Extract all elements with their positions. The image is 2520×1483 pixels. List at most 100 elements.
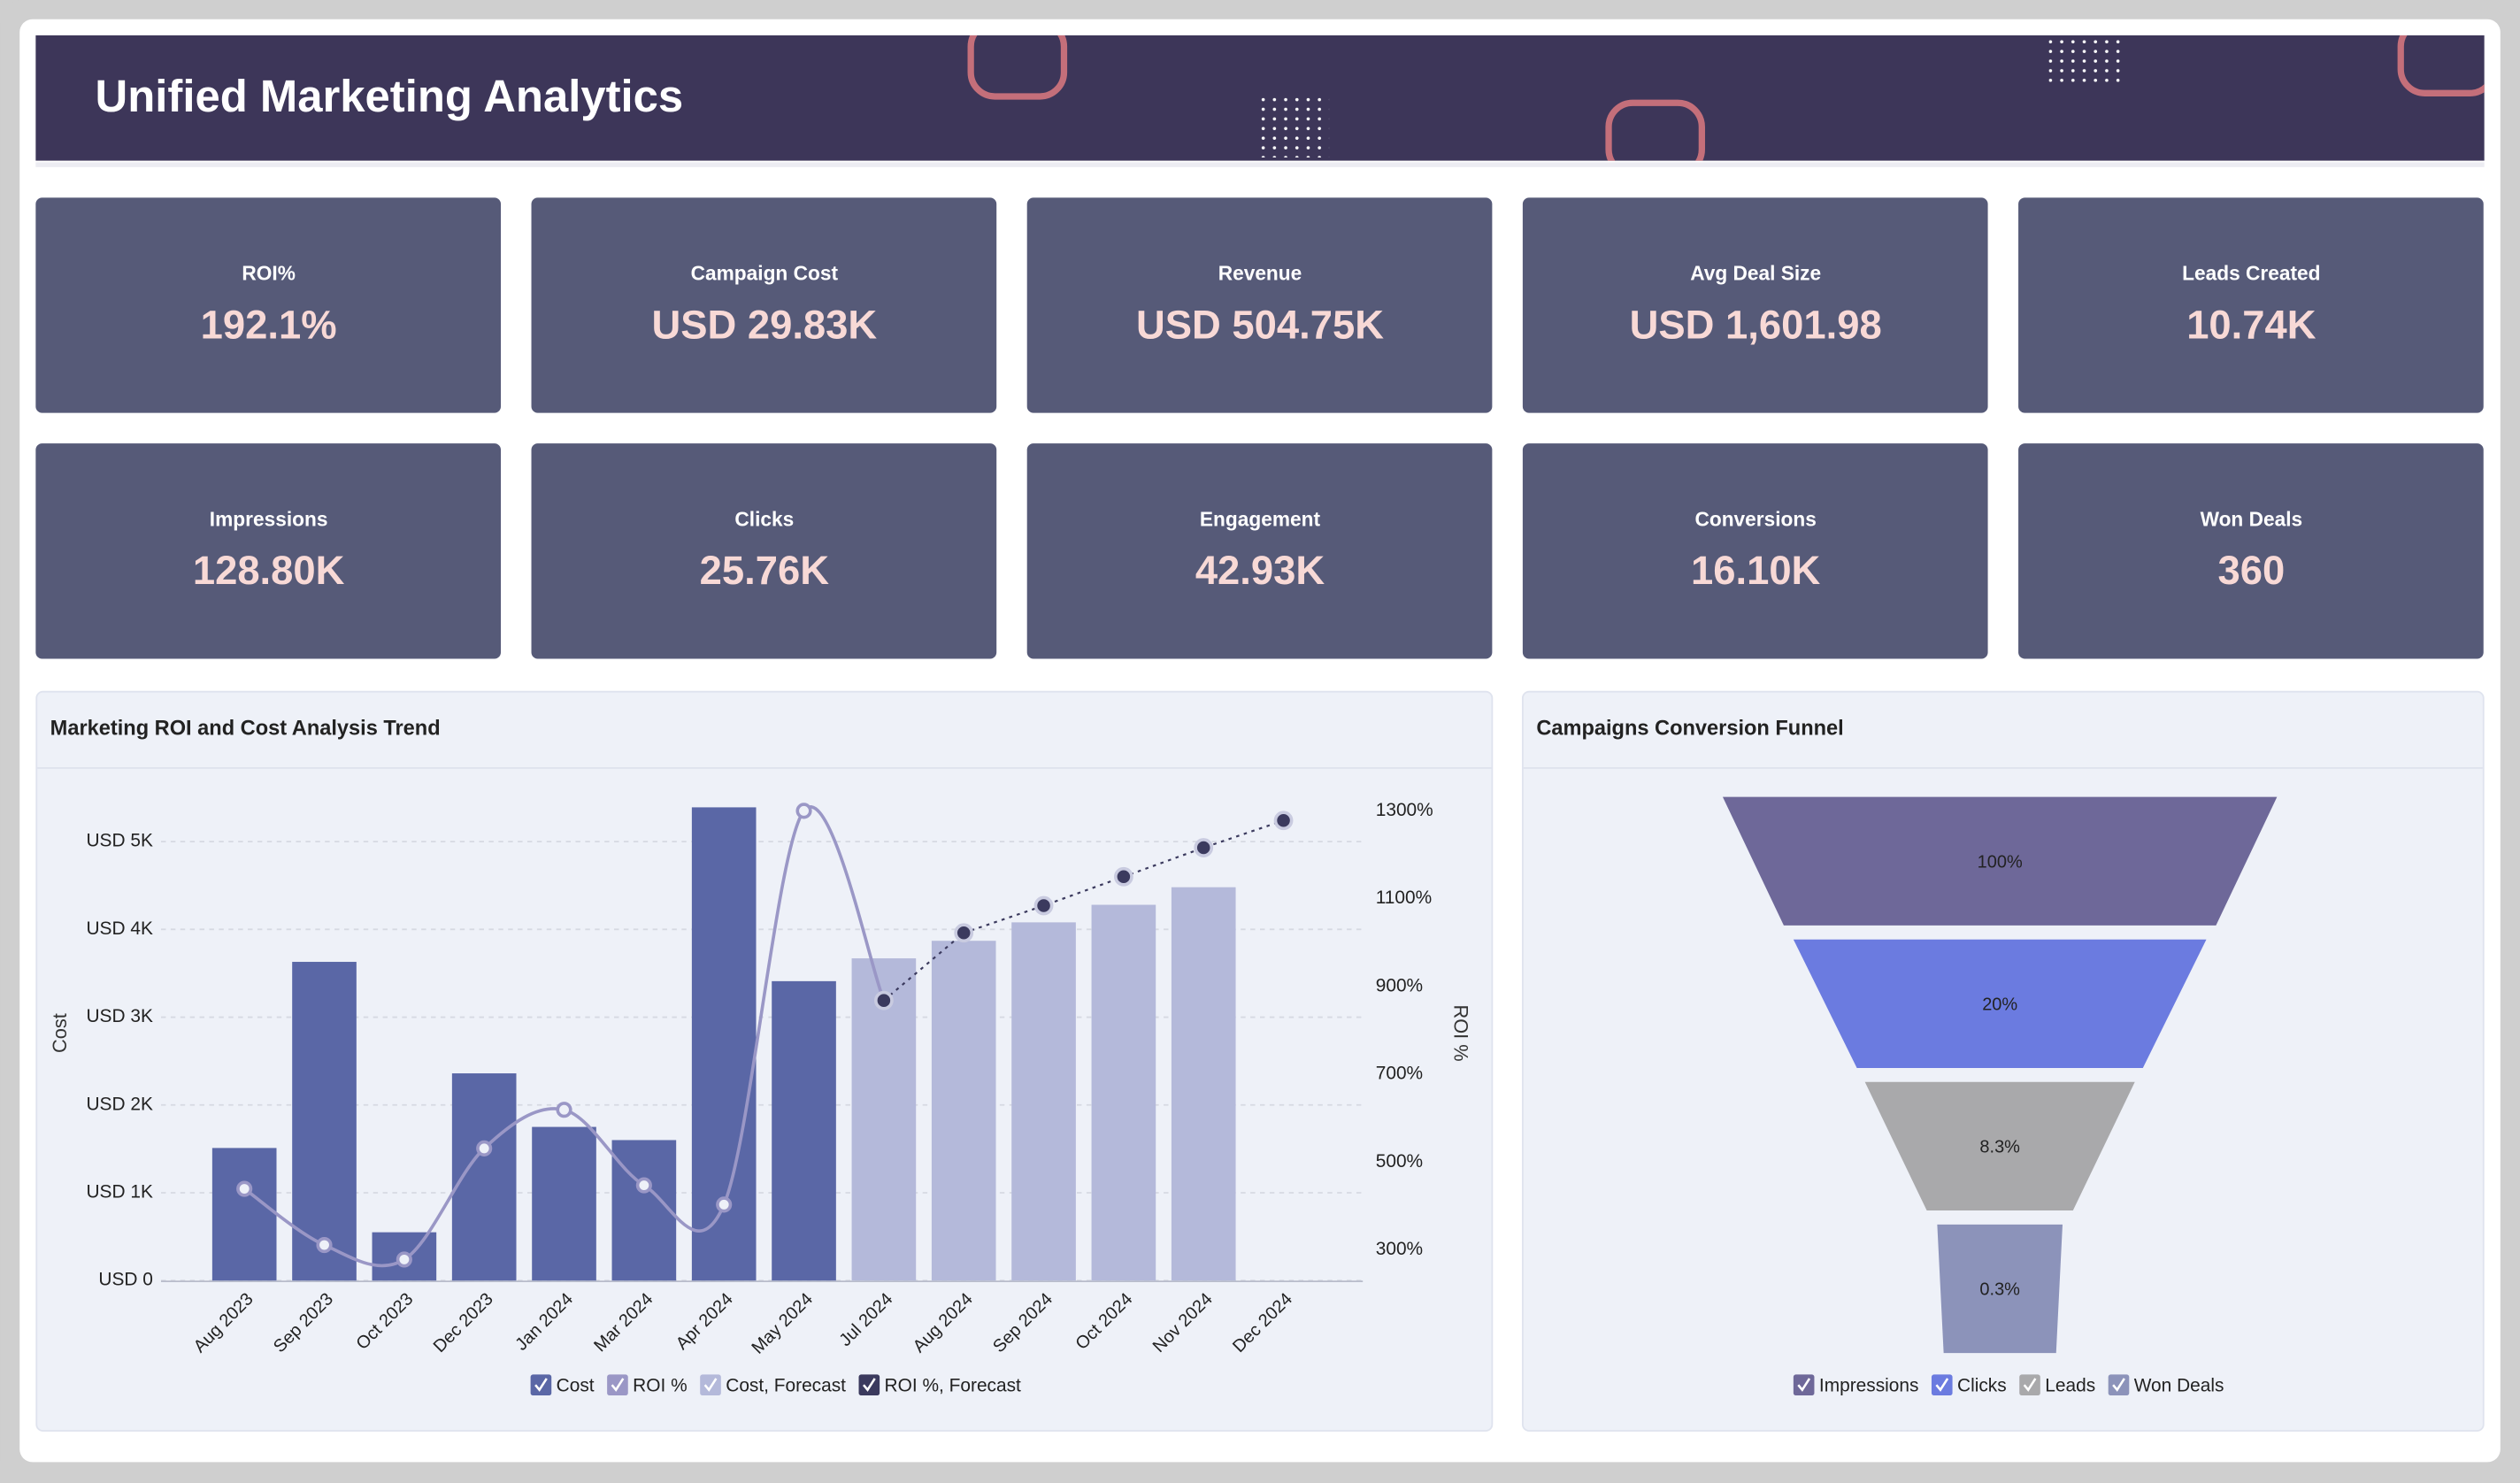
kpi-value: 128.80K xyxy=(193,548,345,593)
kpi-value: USD 1,601.98 xyxy=(1630,302,1882,347)
kpi-value: USD 29.83K xyxy=(651,302,877,347)
legend-label[interactable]: Won Deals xyxy=(2134,1376,2224,1396)
check-icon xyxy=(862,1378,876,1392)
kpi-cards: ROI% 192.1% Campaign Cost USD 29.83K Revenue… xyxy=(35,197,2484,659)
point xyxy=(795,803,812,819)
bar xyxy=(611,1140,677,1281)
kpi-card xyxy=(531,443,997,659)
y-tick-label: USD 0 xyxy=(98,1270,152,1290)
kpi-label: Avg Deal Size xyxy=(1690,262,1821,285)
check-icon xyxy=(611,1378,625,1392)
point xyxy=(396,1251,412,1268)
legend-label[interactable]: Clicks xyxy=(1957,1376,2007,1396)
kpi-card xyxy=(1026,443,1493,659)
kpi-label: Leads Created xyxy=(2182,262,2320,285)
point xyxy=(635,1177,652,1194)
kpi-value: 16.10K xyxy=(1691,548,1821,593)
y2-tick-label: 500% xyxy=(1376,1151,1423,1172)
y-tick-label: USD 3K xyxy=(86,1006,152,1026)
kpi-value: 192.1% xyxy=(201,302,337,347)
chart-title: Campaigns Conversion Funnel xyxy=(1536,718,1843,741)
legend-checkbox[interactable] xyxy=(1793,1374,1815,1396)
y-tick-label: USD 5K xyxy=(86,831,152,851)
kpi-value: USD 504.75K xyxy=(1136,302,1384,347)
kpi-label: ROI% xyxy=(242,262,296,285)
kpi-label: Campaign Cost xyxy=(691,262,839,285)
bar xyxy=(851,958,917,1281)
data-label: 0.3% xyxy=(1979,1280,2020,1300)
bar xyxy=(772,980,836,1281)
funnel-stage xyxy=(1864,1081,2135,1211)
kpi-label: Clicks xyxy=(734,507,794,530)
y2-tick-label: 300% xyxy=(1376,1239,1423,1259)
bar xyxy=(1011,922,1076,1281)
page-title: Unified Marketing Analytics xyxy=(96,71,684,121)
kpi-card xyxy=(1026,197,1493,413)
chart-title: Marketing ROI and Cost Analysis Trend xyxy=(50,718,441,741)
check-icon xyxy=(2112,1378,2125,1392)
kpi-label: Conversions xyxy=(1694,507,1816,530)
bar xyxy=(1171,887,1236,1281)
point xyxy=(954,923,974,943)
point xyxy=(1194,838,1214,857)
decor-shape xyxy=(2397,35,2485,96)
legend-checkbox[interactable] xyxy=(858,1374,880,1396)
header-rule xyxy=(35,162,2485,167)
decor-dots xyxy=(1258,96,1330,158)
kpi-label: Won Deals xyxy=(2201,507,2303,530)
y2-tick-label: 1300% xyxy=(1376,800,1433,820)
legend-label[interactable]: Cost, Forecast xyxy=(726,1376,846,1396)
point xyxy=(316,1236,333,1254)
kpi-card xyxy=(531,197,997,413)
bar xyxy=(211,1148,277,1281)
legend-label[interactable]: ROI %, Forecast xyxy=(885,1376,1021,1396)
kpi-label: Impressions xyxy=(210,507,328,530)
decor-dots xyxy=(2048,36,2120,82)
y2-tick-label: 900% xyxy=(1376,975,1423,995)
legend-checkbox[interactable] xyxy=(2019,1374,2040,1396)
bar xyxy=(532,1126,596,1281)
check-icon xyxy=(1935,1378,1949,1392)
kpi-card xyxy=(1522,443,1988,659)
y-axis-title: Cost xyxy=(49,1013,71,1053)
check-icon xyxy=(1797,1378,1811,1392)
kpi-value: 42.93K xyxy=(1195,548,1325,593)
point xyxy=(556,1102,572,1118)
funnel-chart: 100% 20% 8.3% 0.3% Impressions Clicks Leads Won… xyxy=(1722,796,2278,1396)
y-tick-label: USD 4K xyxy=(86,918,152,939)
check-icon xyxy=(534,1378,548,1392)
legend-label[interactable]: Impressions xyxy=(1819,1376,1919,1396)
bar xyxy=(931,941,996,1281)
kpi-card xyxy=(2018,197,2484,413)
y2-axis-title: ROI % xyxy=(1449,1005,1471,1062)
point xyxy=(873,990,894,1010)
legend-label[interactable]: Cost xyxy=(557,1376,595,1396)
check-icon xyxy=(703,1378,718,1392)
decor-shape xyxy=(967,35,1068,100)
bar xyxy=(1091,904,1156,1281)
legend-checkbox[interactable] xyxy=(700,1374,721,1396)
bar xyxy=(292,962,357,1281)
y-tick-label: USD 1K xyxy=(86,1182,152,1203)
legend-checkbox[interactable] xyxy=(2108,1374,2130,1396)
y-tick-label: USD 2K xyxy=(86,1094,152,1114)
kpi-label: Engagement xyxy=(1200,507,1321,530)
kpi-value: 360 xyxy=(2218,548,2286,593)
y2-tick-label: 700% xyxy=(1376,1064,1423,1084)
point xyxy=(1273,811,1294,831)
y2-tick-label: 1100% xyxy=(1376,887,1432,908)
legend-checkbox[interactable] xyxy=(1931,1374,1953,1396)
kpi-label: Revenue xyxy=(1218,262,1302,285)
point xyxy=(1113,866,1133,887)
legend-checkbox[interactable] xyxy=(607,1374,628,1396)
legend-label[interactable]: Leads xyxy=(2045,1376,2095,1396)
kpi-card xyxy=(35,197,502,413)
legend-checkbox[interactable] xyxy=(530,1374,552,1396)
point xyxy=(716,1196,733,1213)
legend-label[interactable]: ROI % xyxy=(633,1376,687,1396)
kpi-card xyxy=(35,443,502,659)
funnel-stage xyxy=(1793,939,2207,1068)
point xyxy=(476,1140,493,1156)
kpi-card xyxy=(1522,197,1988,413)
